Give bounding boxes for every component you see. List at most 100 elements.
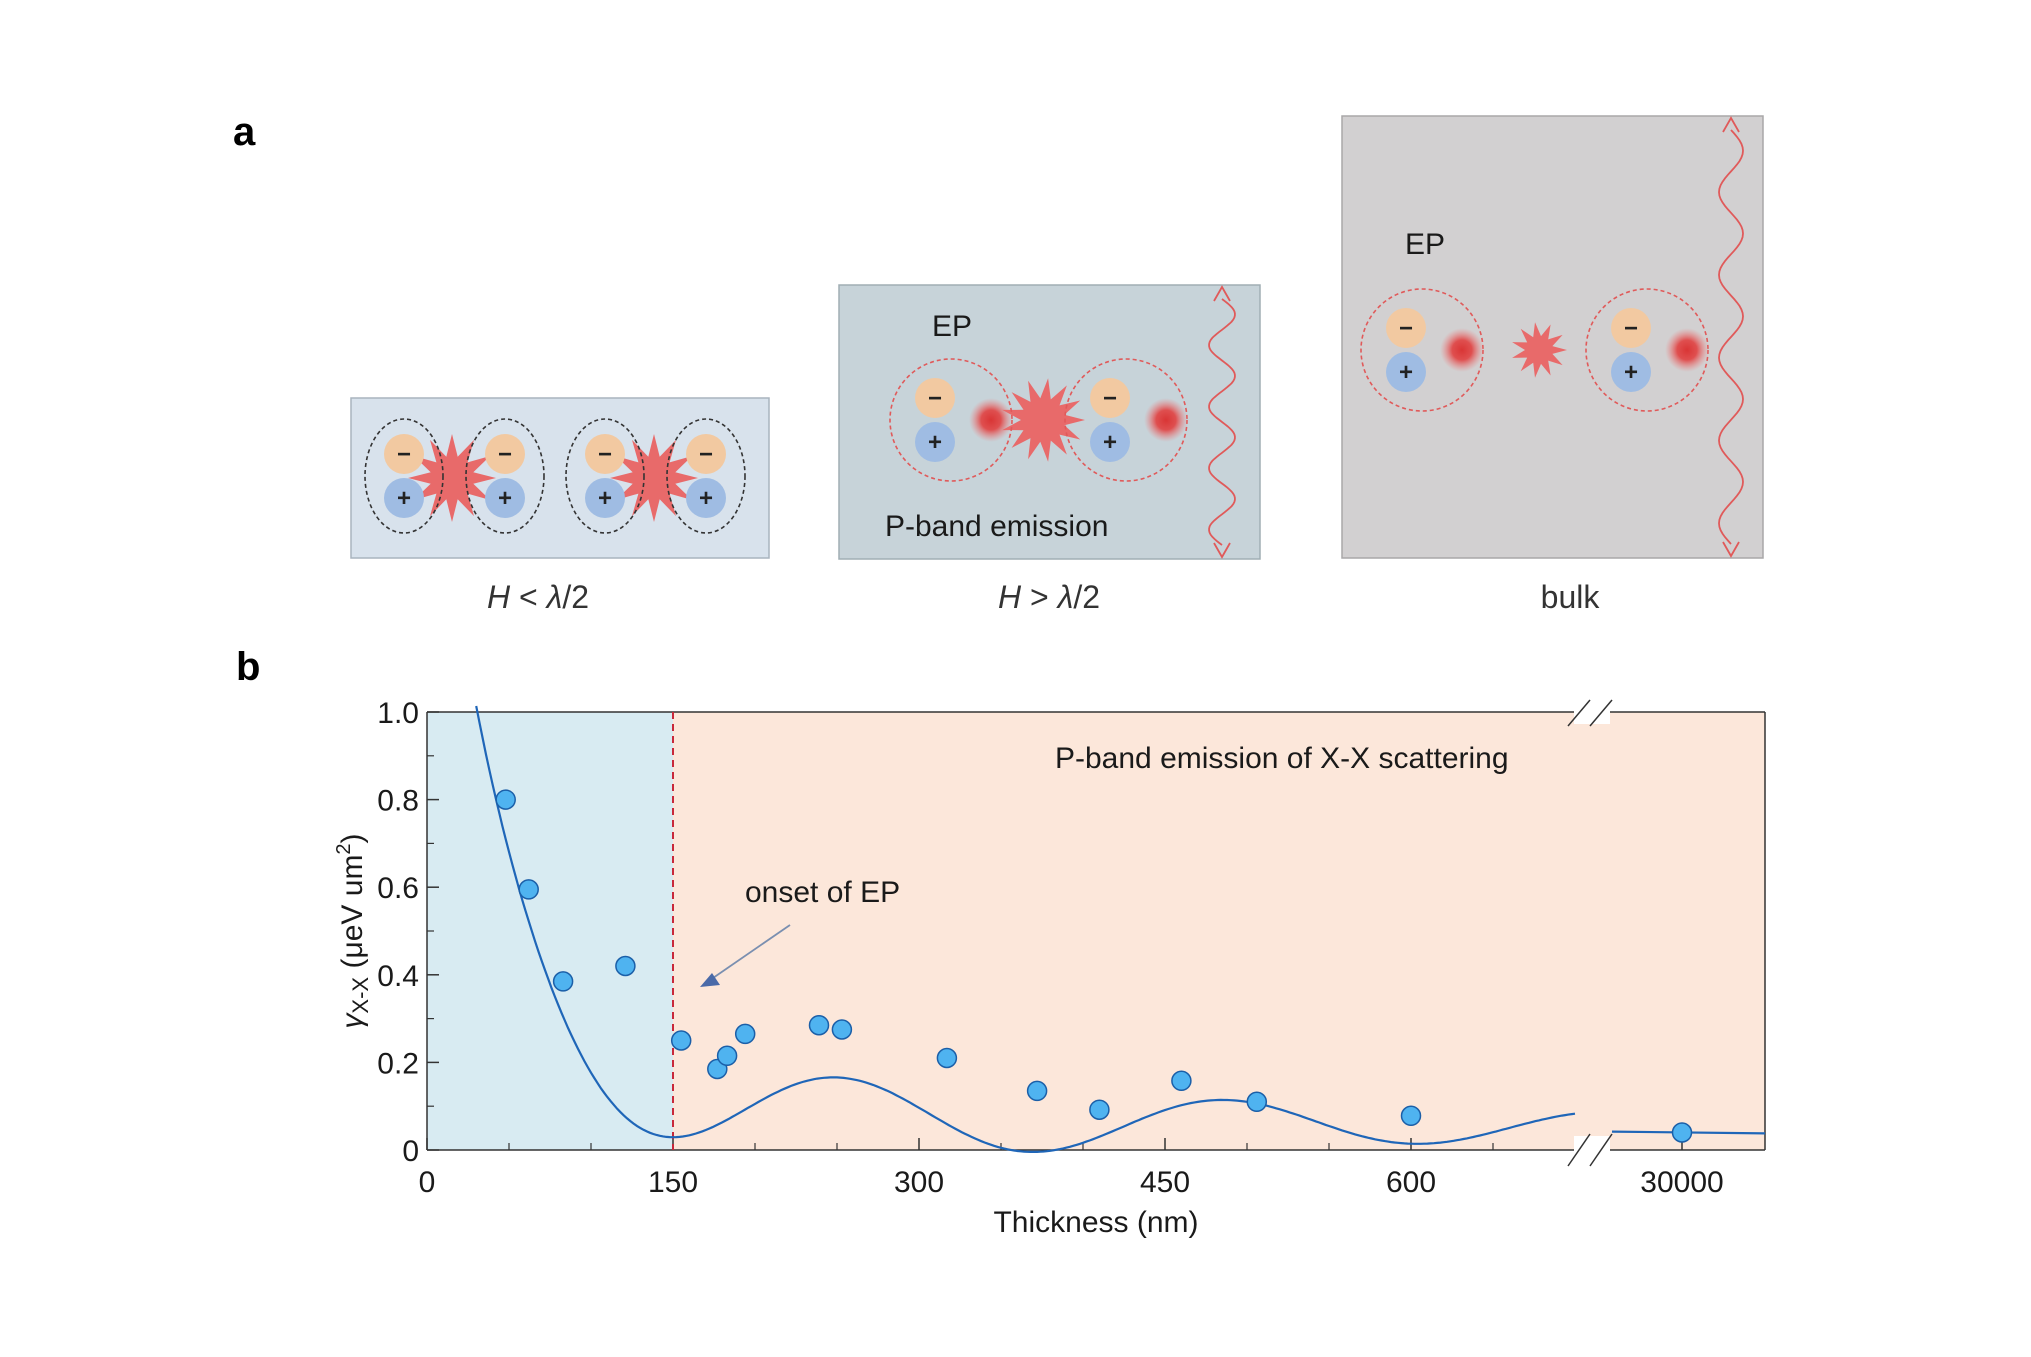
box-thick-film-emission-label: P-band emission [885,510,1108,543]
onset-arrow [700,924,791,987]
x-ticks: 0 150 300 450 600 30000 [419,1138,1724,1199]
onset-label: onset of EP [745,876,900,909]
caption-thick-film: H > λ/2 [998,579,1100,615]
caption-bulk: bulk [1541,579,1601,615]
data-point [1671,1122,1693,1143]
hole: + [1611,352,1651,392]
photon-glow [1144,398,1188,442]
y-ticks: 0 0.2 0.4 0.6 0.8 1.0 [377,697,439,1168]
svg-text:+: + [598,485,612,512]
photon-glow [1665,328,1709,372]
region-ep [673,712,1765,1150]
svg-text:−: − [498,441,512,468]
svg-text:+: + [1624,359,1638,386]
x-tick-label: 150 [648,1166,698,1199]
svg-text:+: + [928,429,942,456]
x-tick-label: 0 [419,1166,436,1199]
scatter-burst [610,434,698,522]
x-tick-label: 300 [894,1166,944,1199]
electron: − [1090,378,1130,418]
exciton-polariton: −+ [889,358,1013,482]
box-thin-film-particles: −+−+−+−+ [364,418,746,534]
data-point [1400,1105,1422,1127]
hole: + [585,478,625,518]
region-confined [427,712,673,1150]
scatter-burst [1512,322,1567,378]
photon-glow [1440,328,1484,372]
svg-text:+: + [699,485,713,512]
electron: − [686,434,726,474]
data-point [518,879,539,900]
electron: − [485,434,525,474]
svg-text:−: − [397,441,411,468]
chart-annotation: P-band emission of X-X scattering [1055,742,1509,775]
data-point [808,1014,830,1036]
exciton: −+ [364,418,444,534]
hole: + [485,478,525,518]
data-point [1246,1091,1268,1113]
electron: − [384,434,424,474]
scatter-burst [408,434,496,522]
electron: − [915,378,955,418]
svg-text:+: + [498,485,512,512]
electron: − [1386,308,1426,348]
y-axis-title: γX-X (μeV um2) [333,833,373,1028]
data-point [734,1023,756,1045]
svg-text:−: − [699,441,713,468]
exciton: −+ [465,418,545,534]
fit-curve [475,705,1576,1153]
data-points [495,789,1693,1143]
exciton-polariton: −+ [1064,358,1188,482]
panel-b-letter: b [236,645,260,689]
box-thick-film: EP P-band emission −+−+ [838,284,1261,560]
hole: + [686,478,726,518]
scatter-burst [1002,378,1085,462]
caption-thin-film: H < λ/2 [487,579,589,615]
svg-text:−: − [928,385,942,412]
chart-thickness: 0 0.2 0.4 0.6 0.8 1.0 0 150 300 450 600 30000 P-ba… [333,697,1766,1239]
svg-text:+: + [397,485,411,512]
y-tick-label: 0.4 [377,960,419,993]
data-point [1026,1080,1048,1102]
exciton: −+ [565,418,645,534]
polariton-wave [1208,285,1236,559]
box-bulk-ep-label: EP [1405,228,1445,261]
box-thick-film-ep-label: EP [932,310,972,343]
panel-a-letter: a [233,110,256,154]
svg-text:+: + [1399,359,1413,386]
y-tick-label: 0.2 [377,1047,419,1080]
hole: + [1386,352,1426,392]
data-point [552,971,574,992]
electron: − [585,434,625,474]
photon-glow [969,398,1013,442]
svg-text:−: − [598,441,612,468]
svg-text:−: − [1624,315,1638,342]
x-tick-label: 450 [1140,1166,1190,1199]
data-point [936,1047,958,1069]
axis-break-top [1567,699,1613,727]
axis-break-bottom [1567,1133,1613,1167]
svg-text:−: − [1399,315,1413,342]
svg-text:−: − [1103,385,1117,412]
y-tick-label: 0.6 [377,872,419,905]
data-point [670,1030,692,1051]
x-axis-title: Thickness (nm) [993,1206,1198,1239]
box-bulk-particles: −+−+ [1360,116,1744,558]
data-point [495,789,516,810]
hole: + [384,478,424,518]
hole: + [1090,422,1130,462]
electron: − [1611,308,1651,348]
exciton: −+ [666,418,746,534]
data-point [831,1019,853,1040]
polariton-wave [1718,116,1744,558]
box-thin-film: −+−+−+−+ [350,397,770,559]
data-point [716,1045,738,1067]
data-point [1089,1099,1110,1120]
data-point [615,955,636,977]
x-tick-label: 600 [1386,1166,1436,1199]
box-thick-film-particles: −+−+ [889,285,1236,559]
hole: + [915,422,955,462]
exciton-polariton: −+ [1360,288,1484,412]
exciton-polariton: −+ [1585,288,1709,412]
y-tick-label: 0 [402,1135,419,1168]
